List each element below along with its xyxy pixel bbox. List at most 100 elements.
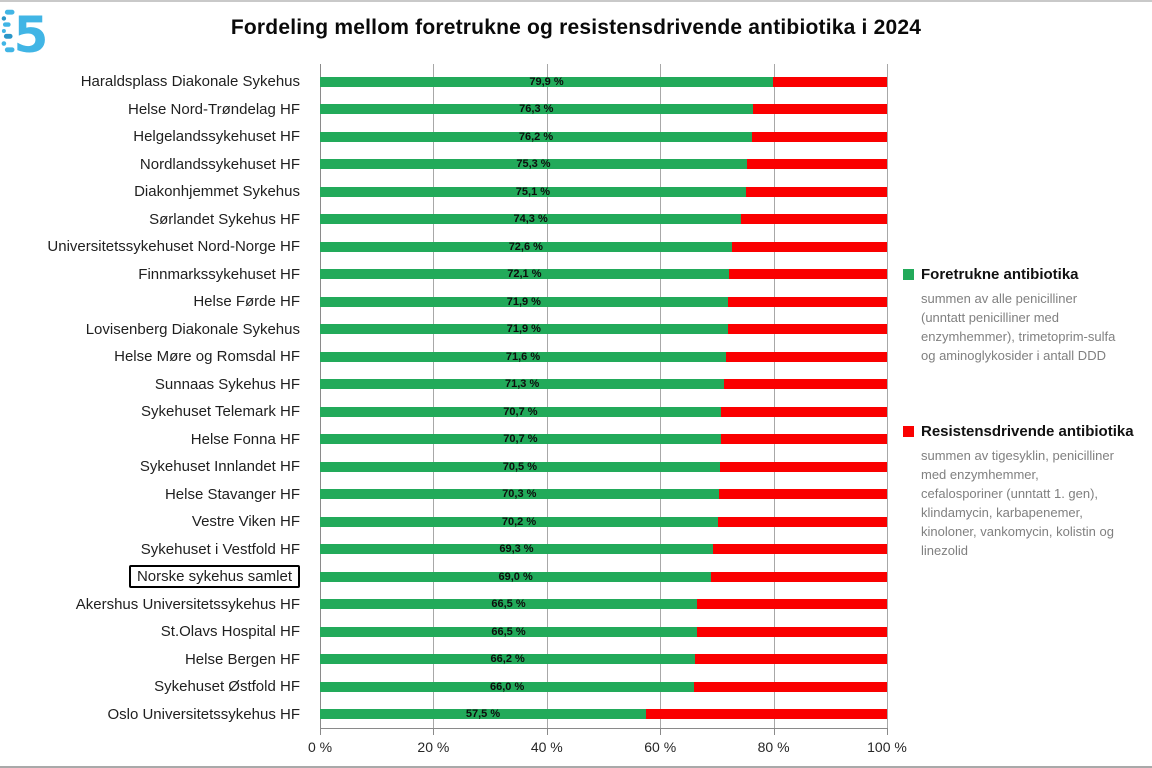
bar-row: 70,7 %	[320, 398, 887, 426]
bar-row: 72,1 %	[320, 261, 887, 289]
legend-description: summen av tigesyklin, penicilliner med e…	[921, 448, 1114, 558]
bar-value-label: 70,3 %	[502, 488, 537, 501]
bar-segment-preferred	[320, 186, 746, 197]
bar-segment-resistance	[695, 654, 887, 665]
x-tick	[433, 728, 435, 735]
bar-value-label: 79,9 %	[529, 75, 564, 88]
gridline	[546, 64, 548, 728]
bar-segment-resistance	[718, 489, 887, 500]
bar-value-label: 74,3 %	[513, 213, 548, 226]
category-label: Akershus Universitetssykehus HF	[75, 595, 300, 613]
bar-row: 71,9 %	[320, 288, 887, 316]
bar-value-label: 66,2 %	[490, 653, 525, 666]
bar-value-label: 71,9 %	[506, 295, 541, 308]
bar-segment-resistance	[745, 186, 887, 197]
x-tick	[320, 728, 321, 735]
bar-segment-resistance	[697, 626, 887, 637]
bar-row: 79,9 %	[320, 68, 887, 96]
bar-segment-resistance	[719, 461, 887, 472]
bar-segment-preferred	[320, 489, 719, 500]
category-label: Sykehuset Telemark HF	[141, 403, 300, 421]
x-tick	[660, 728, 662, 735]
x-tick	[773, 728, 775, 735]
category-label: Norske sykehus samlet	[0, 563, 308, 591]
bar-segment-preferred	[320, 709, 647, 720]
legend-description: summen av alle penicilliner (unntatt pen…	[921, 291, 1116, 363]
bar-segment-preferred	[320, 681, 695, 692]
bar-segment-resistance	[711, 571, 887, 582]
bar-value-label: 70,5 %	[502, 460, 537, 473]
bar-segment-preferred	[320, 214, 742, 225]
bar-value-label: 70,7 %	[503, 405, 538, 418]
category-label: Sunnaas Sykehus HF	[154, 375, 300, 393]
bar-segment-preferred	[320, 379, 725, 390]
bar-row: 57,5 %	[320, 701, 887, 729]
category-label: Helse Fonna HF	[190, 430, 300, 448]
category-label: Finnmarkssykehuset HF	[138, 265, 300, 283]
bar-row: 70,2 %	[320, 508, 887, 536]
bar-row: 76,2 %	[320, 123, 887, 151]
gridline	[433, 64, 435, 728]
bar-row: 74,3 %	[320, 206, 887, 234]
bar-value-label: 75,3 %	[516, 158, 551, 171]
bar-row: 71,3 %	[320, 371, 887, 399]
x-tick	[546, 728, 548, 735]
bar-segment-preferred	[320, 296, 728, 307]
legend-item-preferred: Foretrukne antibiotika summen av alle pe…	[903, 266, 1152, 365]
bar-row: 66,2 %	[320, 646, 887, 674]
bar-row: 69,3 %	[320, 536, 887, 564]
highlighted-category-box: Norske sykehus samlet	[128, 565, 300, 589]
bar-segment-resistance	[720, 434, 887, 445]
bar-segment-preferred	[320, 76, 774, 87]
category-label: Haraldsplass Diakonale Sykehus	[80, 73, 300, 91]
bar-segment-resistance	[724, 379, 887, 390]
x-axis: 0 % 20 % 40 % 60 % 80 % 100 %	[308, 728, 907, 762]
category-label: Sykehuset Østfold HF	[154, 678, 300, 696]
category-label: Lovisenberg Diakonale Sykehus	[85, 320, 300, 338]
preferred-swatch-icon	[903, 269, 914, 280]
bar-row: 69,0 %	[320, 563, 887, 591]
plot-area: 79,9 % 76,3 % 76,2 % 75,3 % 75,1 % 74,3 % 72,6…	[320, 64, 888, 729]
bar-segment-preferred	[320, 599, 698, 610]
x-tick	[887, 728, 888, 735]
bar-segment-resistance	[728, 269, 887, 280]
bar-segment-resistance	[720, 406, 887, 417]
bar-segment-resistance	[731, 241, 887, 252]
bar-segment-resistance	[718, 516, 887, 527]
category-label: Helse Førde HF	[193, 293, 300, 311]
category-label: Helse Stavanger HF	[164, 485, 300, 503]
x-tick-label: 20 %	[417, 739, 450, 755]
bar-segment-preferred	[320, 461, 720, 472]
bar-segment-resistance	[694, 681, 887, 692]
x-tick-label: 80 %	[757, 739, 790, 755]
x-tick-label: 40 %	[530, 739, 563, 755]
bar-row: 66,5 %	[320, 591, 887, 619]
bar-segment-preferred	[320, 516, 719, 527]
category-label: Oslo Universitetssykehus HF	[107, 705, 300, 723]
bar-row: 71,6 %	[320, 343, 887, 371]
bar-segment-preferred	[320, 654, 696, 665]
bar-segment-resistance	[773, 76, 887, 87]
bar-segment-preferred	[320, 104, 753, 115]
bar-segment-preferred	[320, 544, 713, 555]
bar-segment-resistance	[741, 214, 887, 225]
bar-value-label: 70,7 %	[503, 433, 538, 446]
bar-value-label: 66,5 %	[491, 598, 526, 611]
bar-segment-preferred	[320, 269, 729, 280]
bar-segment-resistance	[746, 159, 887, 170]
bar-value-label: 66,5 %	[491, 625, 526, 638]
bar-row: 76,3 %	[320, 96, 887, 124]
category-label: Helgelandssykehuset HF	[133, 128, 300, 146]
gridline	[887, 64, 888, 728]
bar-segment-preferred	[320, 571, 712, 582]
bar-row: 66,5 %	[320, 618, 887, 646]
bar-row: 71,9 %	[320, 316, 887, 344]
bar-segment-resistance	[725, 351, 887, 362]
bar-row: 70,5 %	[320, 453, 887, 481]
legend-item-resistance: Resistensdrivende antibiotika summen av …	[903, 423, 1152, 560]
gridline	[660, 64, 662, 728]
bar-segment-preferred	[320, 131, 753, 142]
bar-value-label: 71,9 %	[506, 323, 541, 336]
resistance-swatch-icon	[903, 426, 914, 437]
category-label: Helse Møre og Romsdal HF	[114, 348, 300, 366]
